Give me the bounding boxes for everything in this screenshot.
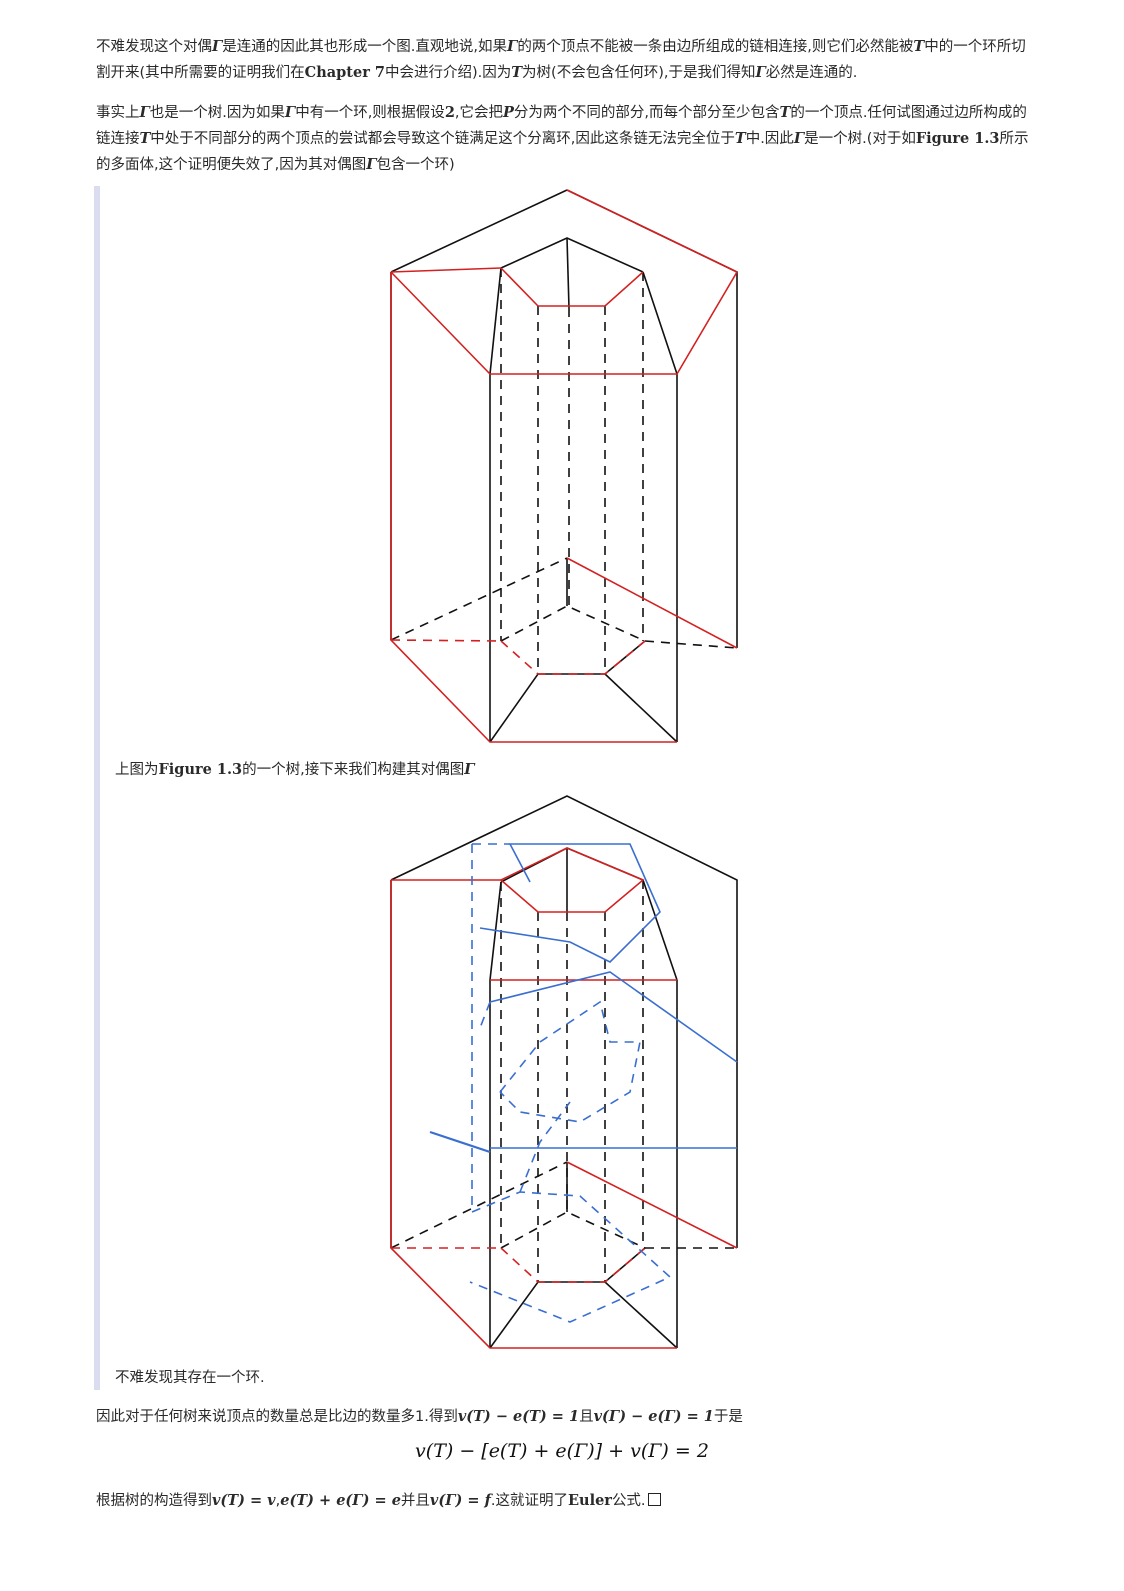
polyhedron-edges-hidden bbox=[390, 880, 737, 1282]
paragraph-tree-count: 因此对于任何树来说顶点的数量总是比边的数量多1.得到v(T) − e(T) = … bbox=[96, 1408, 743, 1425]
figure-spanning-tree bbox=[390, 189, 738, 743]
tree-edges bbox=[390, 847, 738, 1349]
tree-edges bbox=[390, 189, 738, 743]
dual-edges-hidden bbox=[469, 843, 672, 1323]
caption-tree: 上图为Figure 1.3的一个树,接下来我们构建其对偶图Γ bbox=[115, 761, 475, 778]
tree-edges-hidden bbox=[391, 1247, 646, 1283]
polyhedron-edges-hidden bbox=[390, 268, 738, 674]
euler-formula-equation: v(T) − [e(T) + e(Γ)] + v(Γ) = 2 bbox=[415, 1440, 709, 1462]
caption-cycle: 不难发现其存在一个环. bbox=[115, 1370, 265, 1386]
blockquote-bar bbox=[94, 186, 100, 1390]
figure-dual-graph bbox=[390, 795, 738, 1349]
paragraph-dual-connected: 不难发现这个对偶Γ是连通的因此其也形成一个图.直观地说,如果Γ的两个顶点不能被一… bbox=[96, 38, 1026, 81]
paragraph-dual-is-tree: 事实上Γ也是一个树.因为如果Γ中有一个环,则根据假设2,它会把P分为两个不同的部… bbox=[96, 104, 1029, 173]
dual-edges bbox=[429, 843, 738, 1154]
qed-square-icon bbox=[647, 1493, 661, 1506]
polyhedron-edges-solid bbox=[390, 189, 738, 743]
polyhedron-edges-solid bbox=[390, 795, 738, 1349]
paragraph-conclusion: 根据树的构造得到v(T) = v,e(T) + e(Γ) = e并且v(Γ) =… bbox=[96, 1488, 1030, 1514]
tree-edges-hidden bbox=[390, 639, 646, 675]
